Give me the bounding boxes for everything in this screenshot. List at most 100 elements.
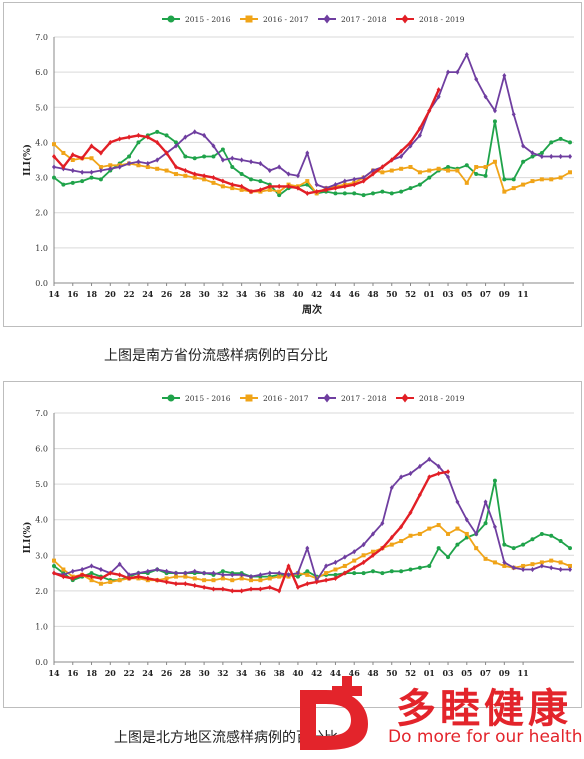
data-point <box>492 560 497 565</box>
data-point <box>549 533 554 538</box>
data-point <box>427 563 432 568</box>
data-point <box>427 108 432 114</box>
data-point <box>267 570 272 576</box>
data-point <box>52 558 56 563</box>
data-point <box>389 191 394 196</box>
data-point <box>164 568 169 574</box>
data-point <box>370 552 375 558</box>
data-point <box>220 178 225 184</box>
data-point <box>427 168 432 173</box>
data-point <box>108 579 113 584</box>
data-point <box>361 553 366 558</box>
data-point <box>333 182 338 188</box>
data-point <box>220 157 225 163</box>
data-point <box>183 134 188 140</box>
data-point <box>89 156 94 161</box>
x-tick-label: 48 <box>367 668 379 678</box>
data-point <box>202 570 207 576</box>
data-point <box>249 189 254 195</box>
legend-marker <box>323 393 331 403</box>
brand-logo: 多睦健康 Do more for our health <box>296 672 584 759</box>
data-point <box>558 566 563 573</box>
x-tick-label: 38 <box>274 668 286 678</box>
data-point <box>249 177 254 182</box>
data-point <box>558 539 563 544</box>
data-point <box>474 546 479 551</box>
data-point <box>155 157 160 163</box>
data-point <box>483 521 488 526</box>
data-point <box>464 531 469 536</box>
x-tick-label: 28 <box>180 289 192 299</box>
x-tick-label: 28 <box>180 668 192 678</box>
data-point <box>89 169 94 175</box>
data-point <box>568 140 572 145</box>
data-point <box>361 178 366 184</box>
brand-d-plus-icon <box>300 676 368 750</box>
data-point <box>89 571 94 576</box>
north-ili-line-chart: 0.0 1.0 2.0 3.0 4.0 5.0 6.0 7.0 14 16 18 20 22 24 26 28… <box>22 393 574 678</box>
y-tick-label: 2.0 <box>35 209 48 218</box>
data-point <box>192 171 197 177</box>
x-tick-label: 40 <box>292 668 304 678</box>
data-point <box>173 574 178 579</box>
data-point <box>145 165 150 170</box>
legend-marker <box>167 15 175 23</box>
series-line <box>53 53 570 189</box>
data-point <box>446 69 451 75</box>
x-tick-label: 38 <box>274 289 286 299</box>
data-point <box>230 165 235 170</box>
data-point <box>436 94 441 100</box>
legend-marker <box>401 393 409 403</box>
data-point <box>277 189 282 194</box>
data-point <box>70 158 75 162</box>
data-point <box>483 94 488 100</box>
legend-label: 2017 - 2018 <box>341 394 387 403</box>
data-point <box>446 474 451 480</box>
data-point <box>399 148 404 154</box>
data-point <box>352 191 357 196</box>
data-point <box>530 179 535 184</box>
data-point <box>89 578 94 583</box>
data-point <box>202 173 207 179</box>
data-point <box>52 563 56 568</box>
data-point <box>164 168 169 173</box>
data-point <box>155 166 160 171</box>
x-tick-label: 52 <box>405 668 416 678</box>
x-tick-label: 03 <box>442 289 454 299</box>
data-point <box>117 136 122 142</box>
data-point <box>136 159 141 165</box>
data-point <box>52 142 56 147</box>
data-point <box>305 581 310 587</box>
data-point <box>474 172 479 177</box>
data-point <box>249 159 254 165</box>
data-point <box>455 168 460 173</box>
data-point <box>474 531 479 537</box>
data-point <box>61 182 66 187</box>
data-point <box>389 534 394 541</box>
data-point <box>427 175 432 180</box>
x-tick-label: 42 <box>311 668 322 678</box>
data-point <box>389 157 394 163</box>
data-point <box>267 183 272 189</box>
legend-label: 2015 - 2016 <box>185 15 231 24</box>
data-point <box>239 183 244 189</box>
data-point <box>145 134 150 140</box>
data-point <box>333 559 338 565</box>
data-point <box>249 578 254 583</box>
brand-slogan: Do more for our health <box>388 727 583 747</box>
data-point <box>464 163 469 168</box>
data-point <box>464 517 469 523</box>
data-point <box>98 581 103 586</box>
data-point <box>408 470 413 477</box>
data-point <box>511 177 516 182</box>
data-point <box>239 172 244 177</box>
x-tick-label: 11 <box>518 668 529 678</box>
data-point <box>239 187 244 192</box>
data-point <box>267 167 272 174</box>
data-point <box>258 179 263 184</box>
x-tick-label: 16 <box>67 668 79 678</box>
data-point <box>352 182 357 188</box>
data-point <box>539 177 544 182</box>
data-point <box>70 167 75 174</box>
data-point <box>521 542 526 547</box>
